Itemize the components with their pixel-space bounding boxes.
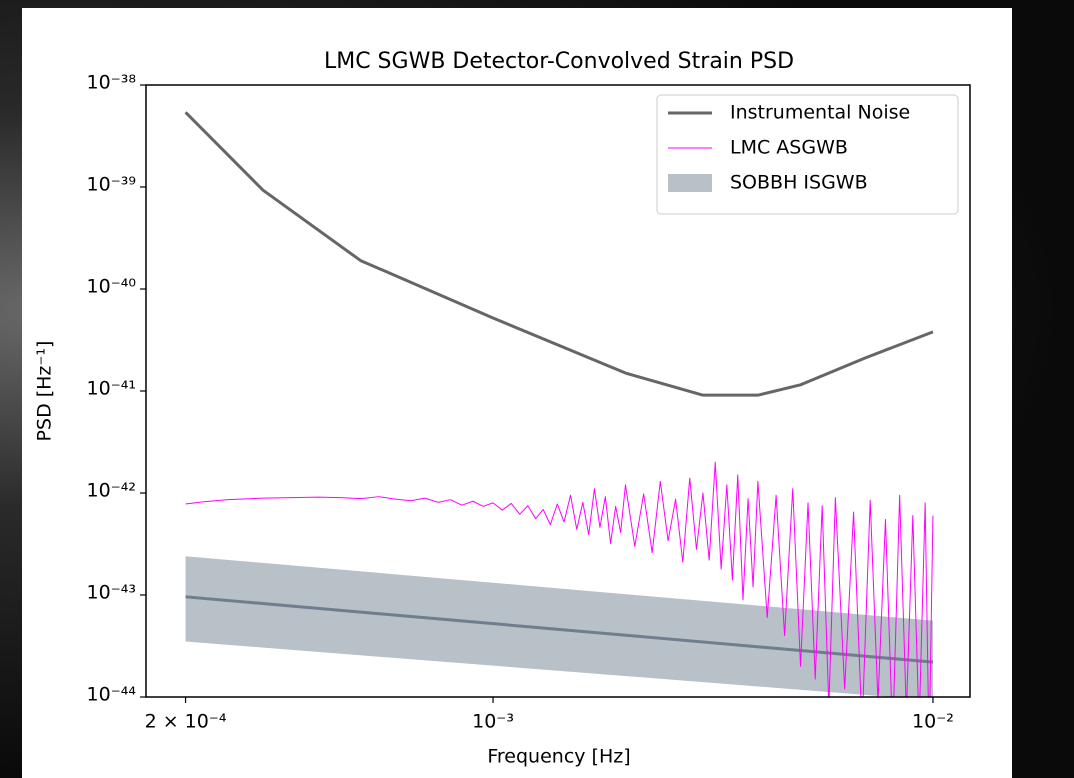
legend-box <box>656 94 959 215</box>
y-tick-label: 10⁻⁴³ <box>87 582 136 604</box>
plot-area <box>184 111 934 697</box>
series-line <box>185 461 934 697</box>
y-tick-label: 10⁻³⁹ <box>87 174 136 196</box>
legend-label: Instrumental Noise <box>730 102 910 124</box>
y-axis-label: PSD [Hz⁻¹] <box>34 341 56 442</box>
x-axis-label: Frequency [Hz] <box>487 746 630 768</box>
y-tick-label: 10⁻⁴² <box>87 480 136 502</box>
chart-title: LMC SGWB Detector-Convolved Strain PSD <box>324 49 794 74</box>
y-tick-label: 10⁻⁴¹ <box>87 378 136 400</box>
band-area <box>185 556 933 697</box>
legend-swatch <box>668 174 712 192</box>
y-tick-label: 10⁻⁴⁴ <box>87 684 137 706</box>
legend-label: SOBBH ISGWB <box>730 172 868 194</box>
series-line <box>184 111 934 397</box>
y-tick-label: 10⁻⁴⁰ <box>87 276 136 298</box>
x-tick-label: 2 × 10⁻⁴ <box>145 711 227 733</box>
x-tick-label: 10⁻² <box>912 711 954 733</box>
y-tick-label: 10⁻³⁸ <box>87 72 136 94</box>
x-tick-label: 10⁻³ <box>472 711 514 733</box>
band-median-line <box>185 595 934 664</box>
legend-label: LMC ASGWB <box>730 137 848 159</box>
